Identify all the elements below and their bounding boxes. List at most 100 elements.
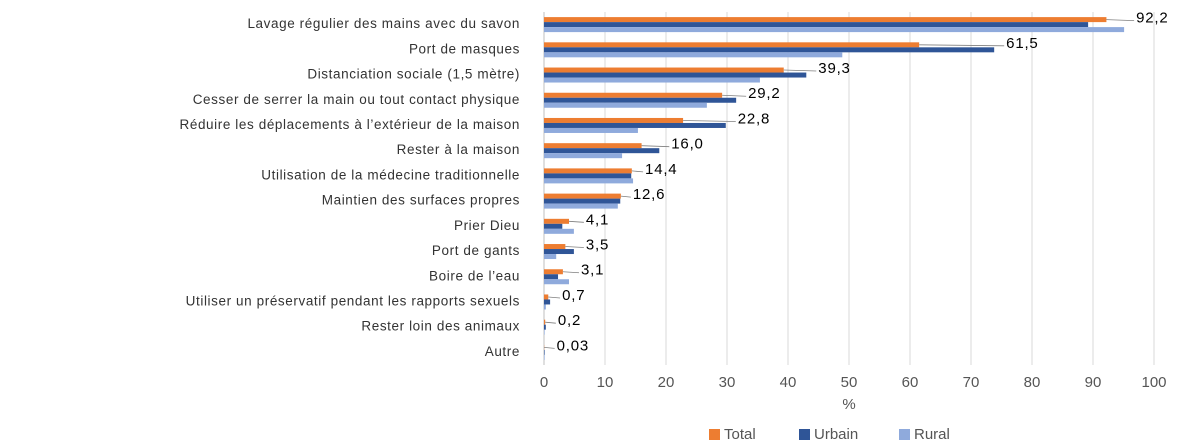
bar [544,198,621,204]
value-label: 39,3 [818,60,850,77]
category-label: Utiliser un préservatif pendant les rapp… [186,294,520,309]
bar [544,168,632,174]
bar [544,294,549,300]
bar [544,304,546,310]
bar [544,22,1089,28]
value-label: 92,2 [1136,10,1168,27]
value-label: 61,5 [1006,35,1038,52]
leader-line [565,246,584,248]
bar [544,299,551,305]
value-label: 4,1 [586,211,609,228]
leader-line [631,170,644,173]
bar [544,193,621,199]
category-label: Utilisation de la médecine traditionnell… [261,167,520,182]
x-tick-label: 30 [719,374,736,391]
value-label: 16,0 [671,136,703,153]
leader-line [1106,19,1135,22]
bar [544,218,570,224]
bar [544,67,784,73]
category-label: Cesser de serrer la main ou tout contact… [193,92,520,107]
bar [544,52,843,58]
bar [544,349,545,355]
x-axis-label: % [842,396,855,413]
bar [544,117,684,123]
leader-line [783,69,817,72]
bar [544,97,737,103]
category-label: Distanciation sociale (1,5 mètre) [307,67,520,82]
x-tick-label: 20 [658,374,675,391]
category-label: Port de gants [432,243,520,258]
x-tick-label: 100 [1141,374,1166,391]
value-label: 0,03 [557,337,589,354]
legend-swatch [799,429,810,440]
bar [544,178,634,184]
bar [544,274,559,280]
leader-line [683,120,736,122]
value-label: 29,2 [748,85,780,102]
leader-line [544,346,555,349]
leader-line [545,321,556,324]
x-tick-label: 60 [902,374,919,391]
bar [544,279,570,285]
category-label: Maintien des surfaces propres [322,193,520,208]
bar [544,223,563,229]
leader-line [568,220,584,223]
bar [544,72,807,78]
bar [544,148,660,154]
bar [544,77,760,83]
bar [544,324,546,330]
value-label: 3,1 [581,262,604,279]
bar [544,319,546,325]
category-label: Lavage régulier des mains avec du savon [247,16,520,31]
value-label: 14,4 [645,161,677,178]
bar [544,42,920,48]
x-tick-label: 80 [1024,374,1041,391]
x-tick-label: 50 [841,374,858,391]
leader-line [641,145,670,148]
legend-label: Rural [914,426,950,443]
bar [544,228,574,234]
x-tick-label: 40 [780,374,797,391]
bar [544,27,1125,33]
bar [544,127,638,133]
leader-line [620,195,631,198]
x-tick-label: 10 [597,374,614,391]
bar [544,122,726,128]
category-label: Réduire les déplacements à l’extérieur d… [179,117,520,132]
leader-line [919,44,1005,47]
legend-swatch [709,429,720,440]
category-label: Rester loin des animaux [361,319,520,334]
category-label: Autre [485,344,520,359]
value-label: 22,8 [738,110,770,127]
bar [544,203,618,209]
bar [544,249,574,255]
bar [544,102,707,108]
x-tick-label: 0 [540,374,548,391]
x-tick-label: 70 [963,374,980,391]
bar [544,92,723,98]
category-label: Boire de l’eau [429,268,520,283]
value-label: 0,2 [558,312,581,329]
leader-line [722,94,747,97]
bar [544,173,632,179]
bar [544,153,623,159]
bar [544,17,1107,23]
bar [544,244,566,250]
legend-label: Total [724,426,756,443]
value-label: 12,6 [633,186,665,203]
category-label: Prier Dieu [454,218,520,233]
leader-line [548,296,561,299]
category-label: Port de masques [409,41,520,56]
value-label: 3,5 [586,237,609,254]
legend-label: Urbain [814,426,858,443]
bar [544,47,995,53]
bar [544,354,545,360]
legend-swatch [899,429,910,440]
bar [544,329,545,335]
leader-line [562,271,580,274]
bar [544,254,557,260]
category-label: Rester à la maison [397,142,520,157]
bar [544,269,563,275]
bar [544,143,642,149]
